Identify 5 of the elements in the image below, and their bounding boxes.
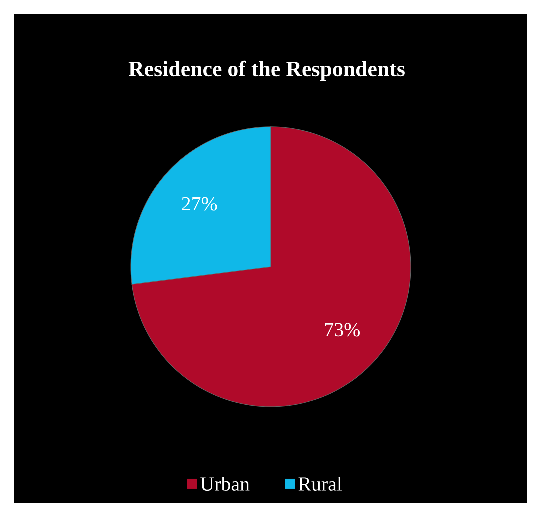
- chart-title: Residence of the Respondents: [128, 60, 405, 82]
- data-label: 73%: [325, 323, 360, 337]
- legend-label: Rural: [298, 476, 342, 491]
- data-label: 27%: [182, 197, 218, 211]
- legend-label: Urban: [200, 476, 250, 491]
